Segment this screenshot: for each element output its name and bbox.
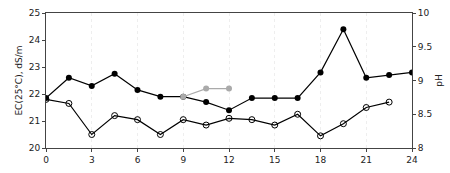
svg-text:21: 21 xyxy=(29,116,40,126)
svg-text:8: 8 xyxy=(418,143,424,153)
svg-text:9: 9 xyxy=(418,76,424,86)
svg-text:20: 20 xyxy=(29,143,41,153)
svg-text:15: 15 xyxy=(269,155,280,165)
svg-text:3: 3 xyxy=(89,155,95,165)
svg-text:23: 23 xyxy=(29,62,40,72)
svg-text:9: 9 xyxy=(180,155,186,165)
svg-text:25: 25 xyxy=(29,8,40,18)
svg-text:pH: pH xyxy=(434,74,444,86)
svg-text:9.5: 9.5 xyxy=(418,42,432,52)
svg-text:6: 6 xyxy=(135,155,141,165)
svg-text:0: 0 xyxy=(43,155,49,165)
svg-text:22: 22 xyxy=(29,89,40,99)
svg-text:24: 24 xyxy=(406,155,418,165)
svg-text:18: 18 xyxy=(315,155,327,165)
svg-text:EC(25°C), dS/m: EC(25°C), dS/m xyxy=(14,45,24,115)
svg-text:12: 12 xyxy=(223,155,234,165)
svg-text:21: 21 xyxy=(361,155,372,165)
svg-text:8.5: 8.5 xyxy=(418,109,432,119)
svg-text:24: 24 xyxy=(29,35,41,45)
svg-text:10: 10 xyxy=(418,8,430,18)
